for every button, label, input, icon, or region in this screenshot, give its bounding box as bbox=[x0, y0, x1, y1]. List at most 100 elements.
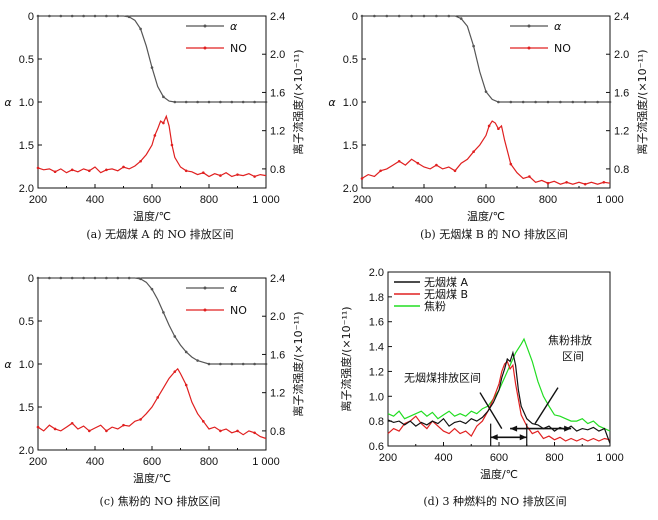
panel-c-y2-axis-label: 离子流强度/(×10⁻¹¹) bbox=[291, 311, 305, 416]
panel-b-no-point bbox=[397, 159, 401, 163]
panel-c-alpha-point bbox=[59, 276, 63, 280]
panel-b-alpha-point bbox=[521, 100, 525, 104]
panel-b-no-point bbox=[487, 124, 491, 128]
panel-b-alpha-point bbox=[397, 14, 401, 18]
panel-c-y2-tick-label: 2.0 bbox=[270, 311, 285, 323]
panel-c-alpha-point bbox=[139, 277, 142, 281]
panel-b-alpha-point bbox=[472, 44, 475, 48]
panel-c-x-axis-label: 温度/℃ bbox=[133, 471, 171, 485]
panel-a-alpha-point bbox=[82, 14, 85, 18]
panel-b-x-tick-label: 600 bbox=[477, 194, 495, 206]
panel-a-alpha-point bbox=[230, 100, 234, 104]
panel-c-legend-alpha-marker bbox=[203, 286, 207, 290]
panel-a-alpha-point bbox=[116, 14, 120, 18]
panel-a-x-tick-label: 600 bbox=[143, 194, 161, 206]
panel-c-y2-tick-label: 1.6 bbox=[270, 349, 285, 361]
panel-d-y-tick-label: 1.6 bbox=[369, 317, 384, 329]
panel-a-y2-tick-label: 2.4 bbox=[270, 11, 285, 23]
panel-d-series-1-line bbox=[387, 350, 611, 444]
panel-c-y-tick-label: 1.5 bbox=[19, 402, 34, 414]
panel-a-legend-alpha-marker bbox=[203, 24, 207, 28]
panel-c-no-point bbox=[53, 427, 57, 431]
panel-a-y2-axis-label: 离子流强度/(×10⁻¹¹) bbox=[291, 49, 305, 154]
panel-c-y2-tick-label: 1.2 bbox=[270, 388, 285, 400]
panel-c-alpha-point bbox=[127, 276, 131, 280]
panel-a-legend-no-marker bbox=[203, 46, 207, 50]
panel-b-no-point bbox=[497, 127, 500, 131]
panel-a-alpha-point bbox=[219, 100, 222, 104]
panel-c-y-tick-label: 0 bbox=[28, 273, 34, 285]
panel-a-alpha-point bbox=[93, 14, 97, 18]
panel-d-caption: (d) 3 种燃料的 NO 排放区间 bbox=[423, 494, 566, 508]
panel-c-no-point bbox=[156, 396, 159, 399]
panel-c-alpha-point bbox=[264, 362, 268, 366]
panel-d-coke-interval-label-2: 区间 bbox=[562, 350, 584, 363]
panel-d-annotation-pointer bbox=[534, 387, 559, 425]
panel-b-no-point bbox=[509, 162, 513, 166]
panel-b-y-tick-label: 2.0 bbox=[343, 183, 358, 195]
panel-b-legend-no-marker bbox=[527, 46, 531, 50]
panel-c-alpha-point bbox=[219, 362, 222, 366]
panel-d-y-tick-label: 0.6 bbox=[369, 441, 384, 453]
panel-c-y-tick-label: 1.0 bbox=[19, 359, 34, 371]
panel-b-alpha-line bbox=[362, 15, 610, 103]
panel-a-x-tick-label: 800 bbox=[200, 194, 218, 206]
panel-c-alpha-point bbox=[82, 276, 85, 280]
panel-a-caption: (a) 无烟煤 A 的 NO 排放区间 bbox=[86, 227, 233, 241]
panel-b-alpha-point bbox=[509, 100, 513, 104]
panel-b-alpha-point bbox=[484, 90, 488, 93]
panel-d-legend-label: 无烟煤 B bbox=[424, 287, 468, 301]
panel-c-no-point bbox=[122, 423, 125, 427]
panel-a-alpha-point bbox=[241, 100, 245, 104]
panel-c-y2-tick-label: 2.4 bbox=[270, 273, 285, 285]
panel-d-legend-label: 无烟煤 A bbox=[424, 275, 468, 289]
panel-a-y-tick-label: 1.5 bbox=[19, 140, 34, 152]
panel-d-y-tick-label: 1.2 bbox=[369, 366, 384, 378]
panel-c-no-point bbox=[139, 418, 142, 421]
panel-c-alpha-point bbox=[48, 276, 51, 280]
panel-b-no-point bbox=[416, 161, 420, 165]
panel-d-annotation-pointer bbox=[479, 392, 503, 429]
panel-a-alpha-point bbox=[48, 14, 51, 18]
panel-b-legend-no-label: NO bbox=[554, 42, 571, 55]
panel-c-alpha-point bbox=[36, 276, 40, 280]
panel-d-y-tick-label: 1.0 bbox=[369, 391, 384, 403]
panel-d-x-tick-label: 200 bbox=[379, 452, 397, 464]
panel-b-x-tick-label: 200 bbox=[353, 194, 371, 206]
panel-a-y-axis-label: α bbox=[4, 96, 12, 109]
panel-b-alpha-point bbox=[459, 17, 463, 20]
panel-a-legend-alpha-label: α bbox=[230, 20, 238, 33]
panel-b-y2-tick-label: 1.2 bbox=[614, 126, 629, 138]
panel-d-series-3-line bbox=[387, 337, 611, 432]
panel-c-alpha-point bbox=[230, 362, 234, 366]
panel-b-alpha-point bbox=[385, 14, 389, 18]
panel-a-no-point bbox=[122, 165, 125, 169]
panel-d-y-tick-label: 1.4 bbox=[369, 342, 384, 354]
panel-a-alpha-point bbox=[59, 14, 63, 18]
panel-a-y-tick-label: 0.5 bbox=[19, 54, 34, 66]
panel-a-no-point bbox=[70, 168, 74, 172]
panel-b-no-point bbox=[583, 182, 587, 186]
panel-c-y-tick-label: 0.5 bbox=[19, 316, 34, 328]
panel-d-x-tick-label: 1 000 bbox=[596, 452, 624, 464]
panel-b-alpha-point bbox=[534, 100, 537, 104]
panel-b-alpha-point bbox=[360, 14, 364, 18]
panel-b-legend-alpha-marker bbox=[527, 24, 531, 28]
panel-c-no-point bbox=[70, 421, 74, 425]
panel-b-alpha-point bbox=[596, 100, 599, 104]
panel-b-alpha-point bbox=[559, 100, 562, 104]
panel-c-no-point bbox=[36, 425, 40, 429]
panel-a-no-point bbox=[219, 174, 222, 177]
panel-c-alpha-point bbox=[105, 276, 108, 280]
panel-a-no-point bbox=[253, 175, 256, 178]
panel-c-x-tick-label: 200 bbox=[29, 456, 47, 468]
panel-d-series-2-line bbox=[387, 360, 611, 442]
panel-c-alpha-point bbox=[207, 362, 211, 366]
panel-a-no-point bbox=[36, 166, 40, 170]
panel-a-alpha-point bbox=[70, 14, 74, 18]
panel-b-no-point bbox=[546, 181, 550, 185]
panel-c-legend-no-label: NO bbox=[230, 304, 247, 317]
panel-b-x-tick-label: 400 bbox=[415, 194, 433, 206]
panel-b-alpha-point bbox=[497, 100, 500, 104]
panel-b-no-point bbox=[379, 169, 382, 173]
